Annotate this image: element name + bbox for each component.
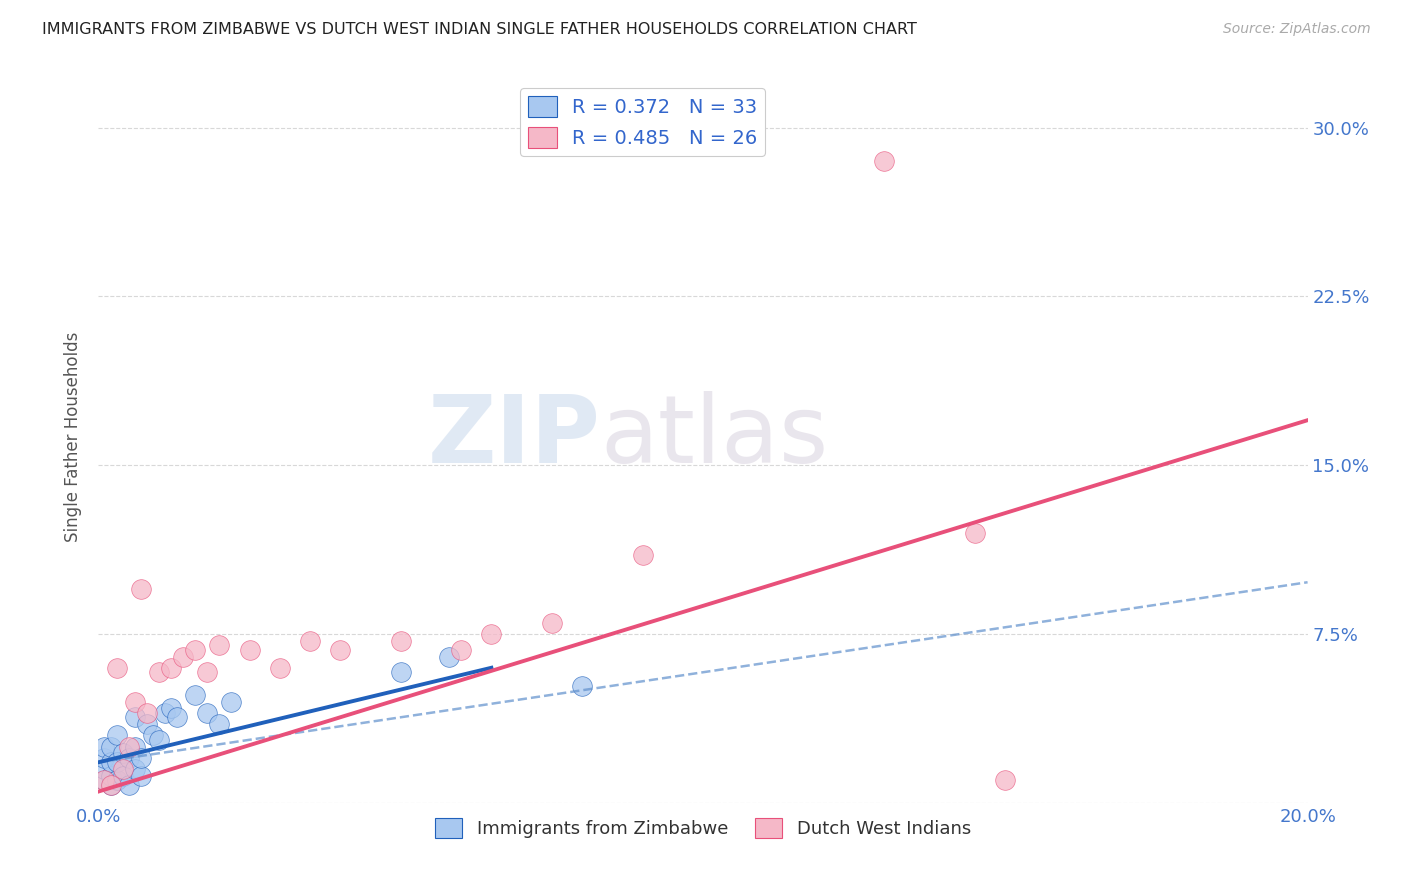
Point <box>124 710 146 724</box>
Point <box>166 710 188 724</box>
Point <box>118 739 141 754</box>
Point <box>965 525 987 540</box>
Point <box>93 739 115 754</box>
Point <box>269 661 291 675</box>
Point <box>118 778 141 792</box>
Point <box>195 706 218 720</box>
Point <box>631 548 654 562</box>
Point <box>100 756 122 770</box>
Point <box>148 732 170 747</box>
Point <box>129 751 152 765</box>
Point <box>111 762 134 776</box>
Point <box>135 706 157 720</box>
Point <box>299 633 322 648</box>
Point <box>389 665 412 680</box>
Point <box>124 762 146 776</box>
Text: Source: ZipAtlas.com: Source: ZipAtlas.com <box>1223 22 1371 37</box>
Point <box>93 762 115 776</box>
Point <box>160 661 183 675</box>
Point <box>994 773 1017 788</box>
Point <box>105 728 128 742</box>
Point <box>221 694 243 708</box>
Point <box>142 728 165 742</box>
Point <box>105 756 128 770</box>
Point <box>93 751 115 765</box>
Point <box>208 638 231 652</box>
Point <box>873 154 896 169</box>
Point <box>100 778 122 792</box>
Point <box>105 773 128 788</box>
Point <box>184 642 207 657</box>
Point <box>389 633 412 648</box>
Point <box>93 773 115 788</box>
Point <box>153 706 176 720</box>
Point <box>105 661 128 675</box>
Point <box>100 778 122 792</box>
Point <box>208 717 231 731</box>
Point <box>93 773 115 788</box>
Point <box>118 751 141 765</box>
Text: atlas: atlas <box>600 391 828 483</box>
Point <box>571 679 593 693</box>
Point <box>540 615 562 630</box>
Point <box>135 717 157 731</box>
Point <box>124 739 146 754</box>
Point <box>239 642 262 657</box>
Text: IMMIGRANTS FROM ZIMBABWE VS DUTCH WEST INDIAN SINGLE FATHER HOUSEHOLDS CORRELATI: IMMIGRANTS FROM ZIMBABWE VS DUTCH WEST I… <box>42 22 917 37</box>
Point <box>172 649 194 664</box>
Point <box>129 769 152 783</box>
Point <box>148 665 170 680</box>
Point <box>450 642 472 657</box>
Point <box>184 688 207 702</box>
Point <box>100 739 122 754</box>
Point <box>124 694 146 708</box>
Legend: Immigrants from Zimbabwe, Dutch West Indians: Immigrants from Zimbabwe, Dutch West Ind… <box>427 811 979 845</box>
Point <box>160 701 183 715</box>
Point <box>111 769 134 783</box>
Y-axis label: Single Father Households: Single Father Households <box>65 332 83 542</box>
Point <box>437 649 460 664</box>
Point <box>329 642 352 657</box>
Point <box>100 769 122 783</box>
Text: ZIP: ZIP <box>427 391 600 483</box>
Point <box>111 746 134 760</box>
Point <box>481 627 503 641</box>
Point <box>195 665 218 680</box>
Point <box>129 582 152 596</box>
